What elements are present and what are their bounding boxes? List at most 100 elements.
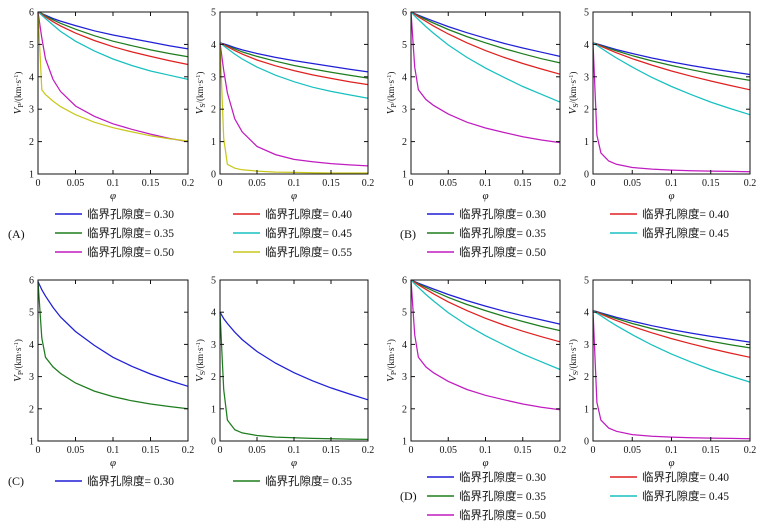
panel-letter: (D) — [400, 489, 417, 503]
series-line-030 — [37, 11, 189, 50]
legend-item-035: 临界孔隙度= 0.35 — [427, 226, 546, 240]
x-tick-label: 0.2 — [744, 178, 757, 189]
y-axis-label: VS/(km·s-1) — [567, 72, 580, 115]
y-tick-label: 3 — [402, 105, 407, 116]
legend-label: 临界孔隙度= 0.30 — [459, 207, 546, 221]
legend-label: 临界孔隙度= 0.30 — [87, 474, 174, 488]
y-tick-label: 0 — [211, 437, 216, 448]
y-label-unit: /(km·s — [195, 347, 205, 371]
legend-label: 临界孔隙度= 0.30 — [459, 470, 546, 484]
y-label-unit: /(km·s — [386, 347, 396, 371]
legend-d: (D) 临界孔隙度= 0.30 临界孔隙度= 0.40 临界孔隙度= 0.35 临界孔隙… — [400, 470, 729, 522]
series-line-040 — [410, 11, 561, 75]
y-label-subscript: S — [198, 104, 207, 108]
series-line-050 — [410, 279, 561, 411]
legend-item-055: 临界孔隙度= 0.55 — [233, 245, 352, 259]
y-label-unit: /(km·s — [195, 80, 205, 104]
panel-a-vs: 0 0.05 0.1 0.15 0.2 0 1 2 3 4 5 φ VS/(km·s-1) — [194, 8, 374, 203]
legend-item-045: 临界孔隙度= 0.45 — [610, 489, 729, 503]
x-tick-label: 0 — [591, 445, 596, 456]
x-tick-label: 0.05 — [440, 445, 458, 456]
y-tick-label: 1 — [29, 170, 34, 181]
y-tick-label: 4 — [211, 40, 216, 51]
legend-label: 临界孔隙度= 0.40 — [642, 470, 729, 484]
x-axis-label: φ — [291, 190, 297, 202]
y-axis-label: VS/(km·s-1) — [194, 339, 207, 382]
x-tick-label: 0.15 — [514, 445, 532, 456]
y-label-main: V — [567, 374, 579, 382]
y-tick-label: 1 — [211, 404, 216, 415]
legend-label: 临界孔隙度= 0.40 — [642, 207, 729, 221]
legend-item-045: 临界孔隙度= 0.45 — [610, 226, 729, 240]
y-label-subscript: P — [16, 371, 25, 375]
x-tick-label: 0.05 — [440, 178, 458, 189]
y-tick-label: 3 — [211, 72, 216, 83]
x-axis-label: φ — [291, 457, 297, 469]
series-line-045 — [219, 42, 369, 99]
x-tick-label: 0 — [591, 178, 596, 189]
y-tick-label: 3 — [29, 105, 34, 116]
x-tick-label: 0.05 — [624, 178, 642, 189]
plot-frame — [37, 11, 189, 175]
y-tick-label: 4 — [402, 72, 407, 83]
y-axis-label: VP/(km·s-1) — [12, 339, 25, 382]
x-axis-label: φ — [668, 190, 674, 202]
x-axis-label: φ — [110, 190, 116, 202]
y-axis-label: VP/(km·s-1) — [385, 72, 398, 115]
y-label-unit-close: ) — [568, 339, 578, 342]
series-line-055 — [219, 42, 368, 174]
y-label-main: V — [194, 374, 206, 382]
legend-item-030: 临界孔隙度= 0.30 — [427, 207, 546, 221]
series-line-035 — [37, 11, 189, 58]
y-tick-label: 5 — [584, 8, 589, 19]
legend-label: 临界孔隙度= 0.55 — [265, 245, 352, 259]
y-label-main: V — [12, 106, 24, 114]
y-tick-label: 2 — [584, 372, 589, 383]
y-axis-label: VS/(km·s-1) — [194, 72, 207, 115]
legend-item-050: 临界孔隙度= 0.50 — [427, 508, 546, 522]
legend-item-050: 临界孔隙度= 0.50 — [427, 245, 546, 259]
plot-frame — [219, 11, 369, 175]
series-line-040 — [219, 42, 369, 86]
legend-label: 临界孔隙度= 0.30 — [87, 207, 174, 221]
series-line-050 — [592, 42, 751, 173]
series-line-050 — [410, 11, 561, 144]
x-tick-label: 0.05 — [67, 445, 85, 456]
y-label-subscript: S — [571, 371, 580, 375]
y-label-unit-exp: -1 — [568, 75, 575, 80]
y-label-unit-exp: -1 — [386, 75, 393, 80]
x-tick-label: 0.15 — [514, 178, 532, 189]
y-tick-label: 1 — [584, 404, 589, 415]
plot-frame — [37, 279, 189, 442]
legend-label: 临界孔隙度= 0.35 — [459, 226, 546, 240]
legend-item-040: 临界孔隙度= 0.40 — [610, 207, 729, 221]
y-label-main: V — [12, 374, 24, 382]
y-label-subscript: P — [389, 371, 398, 375]
y-tick-label: 5 — [402, 40, 407, 51]
panel-d-vp: 0 0.05 0.1 0.15 0.2 1 2 3 4 5 6 φ VP/(km·s-1) — [385, 276, 566, 470]
x-tick-label: 0.2 — [554, 445, 567, 456]
y-axis-label: VP/(km·s-1) — [385, 339, 398, 382]
legend-item-035: 临界孔隙度= 0.35 — [427, 489, 546, 503]
x-tick-label: 0 — [409, 445, 414, 456]
legend-item-030: 临界孔隙度= 0.30 — [55, 474, 174, 488]
x-tick-label: 0.05 — [67, 178, 85, 189]
y-tick-label: 6 — [402, 276, 407, 287]
series-line-040 — [592, 310, 751, 358]
legend-c: (C) 临界孔隙度= 0.30 临界孔隙度= 0.35 — [8, 474, 352, 488]
y-tick-label: 6 — [29, 276, 34, 287]
legend-label: 临界孔隙度= 0.50 — [87, 245, 174, 259]
series-line-030 — [219, 42, 369, 73]
x-tick-label: 0.05 — [248, 178, 266, 189]
x-tick-label: 0.05 — [248, 445, 266, 456]
y-tick-label: 1 — [29, 437, 34, 448]
x-tick-label: 0.1 — [665, 445, 678, 456]
y-label-main: V — [567, 106, 579, 114]
y-tick-label: 2 — [29, 137, 34, 148]
y-label-unit-close: ) — [13, 72, 23, 75]
y-tick-label: 6 — [402, 8, 407, 19]
series-line-030 — [410, 279, 561, 325]
y-tick-label: 6 — [29, 8, 34, 19]
y-tick-label: 0 — [584, 170, 589, 181]
